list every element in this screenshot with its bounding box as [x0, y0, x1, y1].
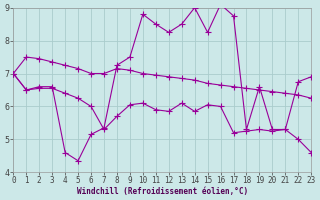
X-axis label: Windchill (Refroidissement éolien,°C): Windchill (Refroidissement éolien,°C): [77, 187, 248, 196]
